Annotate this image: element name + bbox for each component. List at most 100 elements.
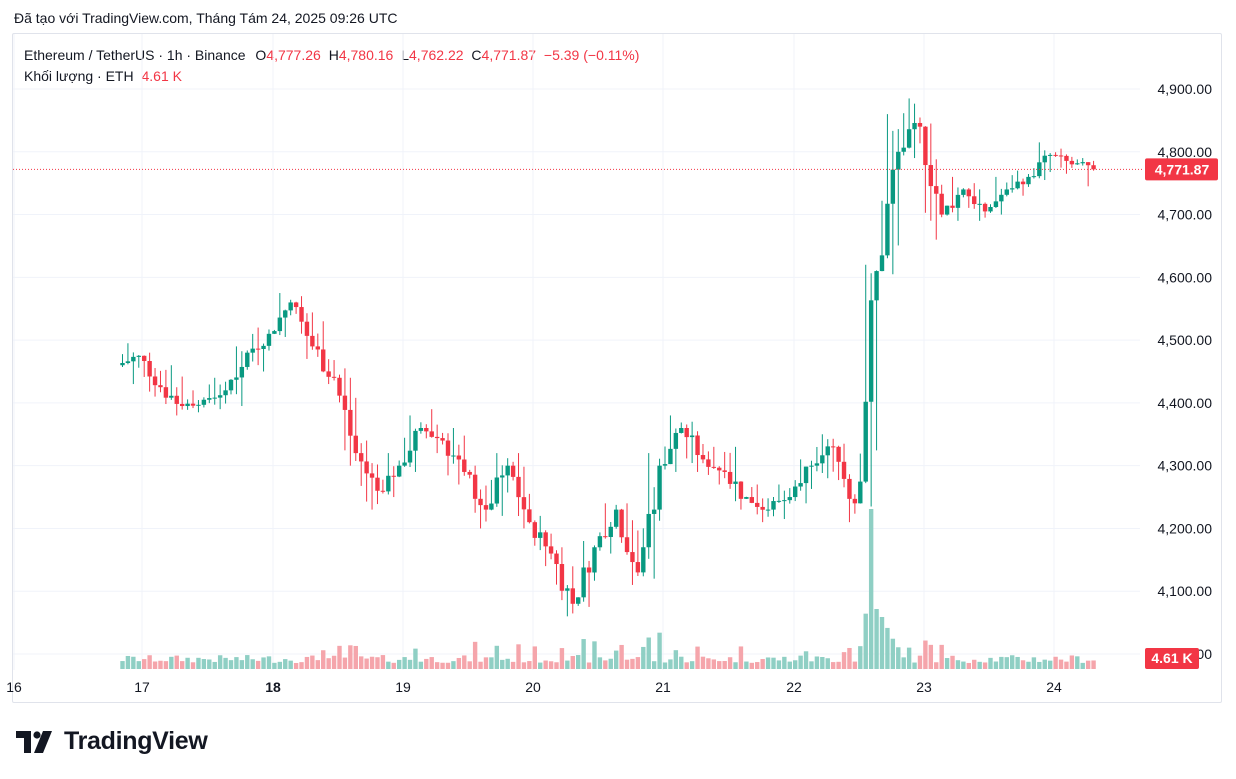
candle-body xyxy=(798,483,803,487)
candle-body xyxy=(576,597,581,604)
candle-body xyxy=(304,321,310,336)
volume-bar xyxy=(223,657,228,669)
volume-bar xyxy=(310,655,315,669)
candle-body xyxy=(245,352,250,367)
candle-body xyxy=(939,193,944,215)
volume-bar xyxy=(972,659,977,669)
candle-body xyxy=(744,497,749,499)
candle-body xyxy=(863,401,868,482)
volume-bar xyxy=(391,662,396,669)
volume-bar xyxy=(803,651,809,669)
volume-bar xyxy=(483,657,489,669)
volume-bar xyxy=(359,656,364,669)
volume-bar xyxy=(858,646,863,669)
candle-body xyxy=(196,404,201,406)
volume-bar xyxy=(679,656,684,669)
volume-bar xyxy=(299,662,304,669)
volume-bar xyxy=(738,646,744,669)
candle-body xyxy=(489,503,494,510)
volume-bar xyxy=(505,658,510,669)
volume-bar xyxy=(516,644,521,669)
candle-body xyxy=(635,562,641,573)
volume-bar xyxy=(538,662,543,669)
candle-body xyxy=(852,498,858,504)
volume-bar xyxy=(776,660,782,669)
volume-bar xyxy=(472,641,478,669)
volume-bar xyxy=(689,661,695,669)
candle-body xyxy=(505,465,510,476)
volume-bar xyxy=(798,655,803,669)
current-price-badge xyxy=(1145,158,1218,181)
volume-bar xyxy=(847,647,852,669)
candle-body xyxy=(641,547,646,573)
time-tick-label: 19 xyxy=(395,679,411,695)
candle-body xyxy=(624,537,630,553)
candle-body xyxy=(288,302,293,311)
volume-bar xyxy=(321,650,326,669)
volume-bar xyxy=(396,659,402,669)
candle-body xyxy=(386,475,391,492)
volume-bar xyxy=(1053,656,1058,669)
volume-bar xyxy=(744,661,749,669)
volume-bar xyxy=(158,660,163,669)
volume-bar xyxy=(624,659,630,669)
volume-bar xyxy=(608,658,613,669)
candle-body xyxy=(239,366,245,378)
candle-body xyxy=(1069,160,1075,165)
candle-body xyxy=(581,567,586,598)
candle-body xyxy=(369,473,375,478)
volume-bar xyxy=(597,657,603,669)
candle-body xyxy=(923,126,928,166)
candle-body xyxy=(1080,162,1085,164)
candle-body xyxy=(424,428,429,432)
volume-bar xyxy=(830,662,836,669)
chart-frame xyxy=(12,33,1222,703)
volume-bar xyxy=(928,644,934,669)
volume-bar xyxy=(885,627,890,669)
volume-bar xyxy=(657,632,662,669)
candle-body xyxy=(809,465,814,467)
volume-bar xyxy=(662,662,668,669)
candle-body xyxy=(152,376,158,386)
volume-bar xyxy=(402,657,407,669)
volume-label[interactable]: Khối lượng · ETH xyxy=(24,68,134,84)
volume-bar xyxy=(429,657,434,669)
volume-bar xyxy=(874,609,879,669)
volume-bar xyxy=(272,662,277,669)
candle-body xyxy=(1053,154,1058,156)
volume-bar xyxy=(494,645,500,669)
candle-body xyxy=(207,398,212,400)
volume-bar xyxy=(906,647,912,669)
volume-bar xyxy=(755,662,760,669)
candle-body xyxy=(906,129,912,148)
candle-body xyxy=(722,470,727,472)
candle-body xyxy=(912,122,917,130)
volume-bar xyxy=(836,661,841,669)
open-key: O xyxy=(255,47,267,63)
candle-body xyxy=(321,349,326,372)
candle-body xyxy=(342,395,348,410)
candle-body xyxy=(874,271,879,301)
candle-body xyxy=(1026,176,1031,185)
volume-bar xyxy=(722,661,727,669)
volume-bar xyxy=(923,640,928,669)
price-tick-label: 4,800.00 xyxy=(1158,144,1213,160)
tradingview-brand[interactable]: TradingView xyxy=(16,727,208,756)
candle-body xyxy=(212,397,217,399)
candle-body xyxy=(570,588,575,604)
candle-body xyxy=(185,403,190,407)
candle-body xyxy=(896,151,901,170)
volume-bar xyxy=(337,645,342,669)
candle-body xyxy=(445,440,451,456)
volume-bar xyxy=(706,658,711,669)
candle-body xyxy=(662,464,668,466)
volume-bar xyxy=(1004,657,1009,669)
volume-bar xyxy=(841,652,847,669)
candle-body xyxy=(120,363,125,366)
volume-bar xyxy=(1085,660,1091,669)
candle-body xyxy=(765,509,771,511)
symbol-title[interactable]: Ethereum / TetherUS · 1h · Binance xyxy=(24,47,246,63)
volume-bar xyxy=(125,655,131,669)
volume-bar xyxy=(212,661,217,669)
